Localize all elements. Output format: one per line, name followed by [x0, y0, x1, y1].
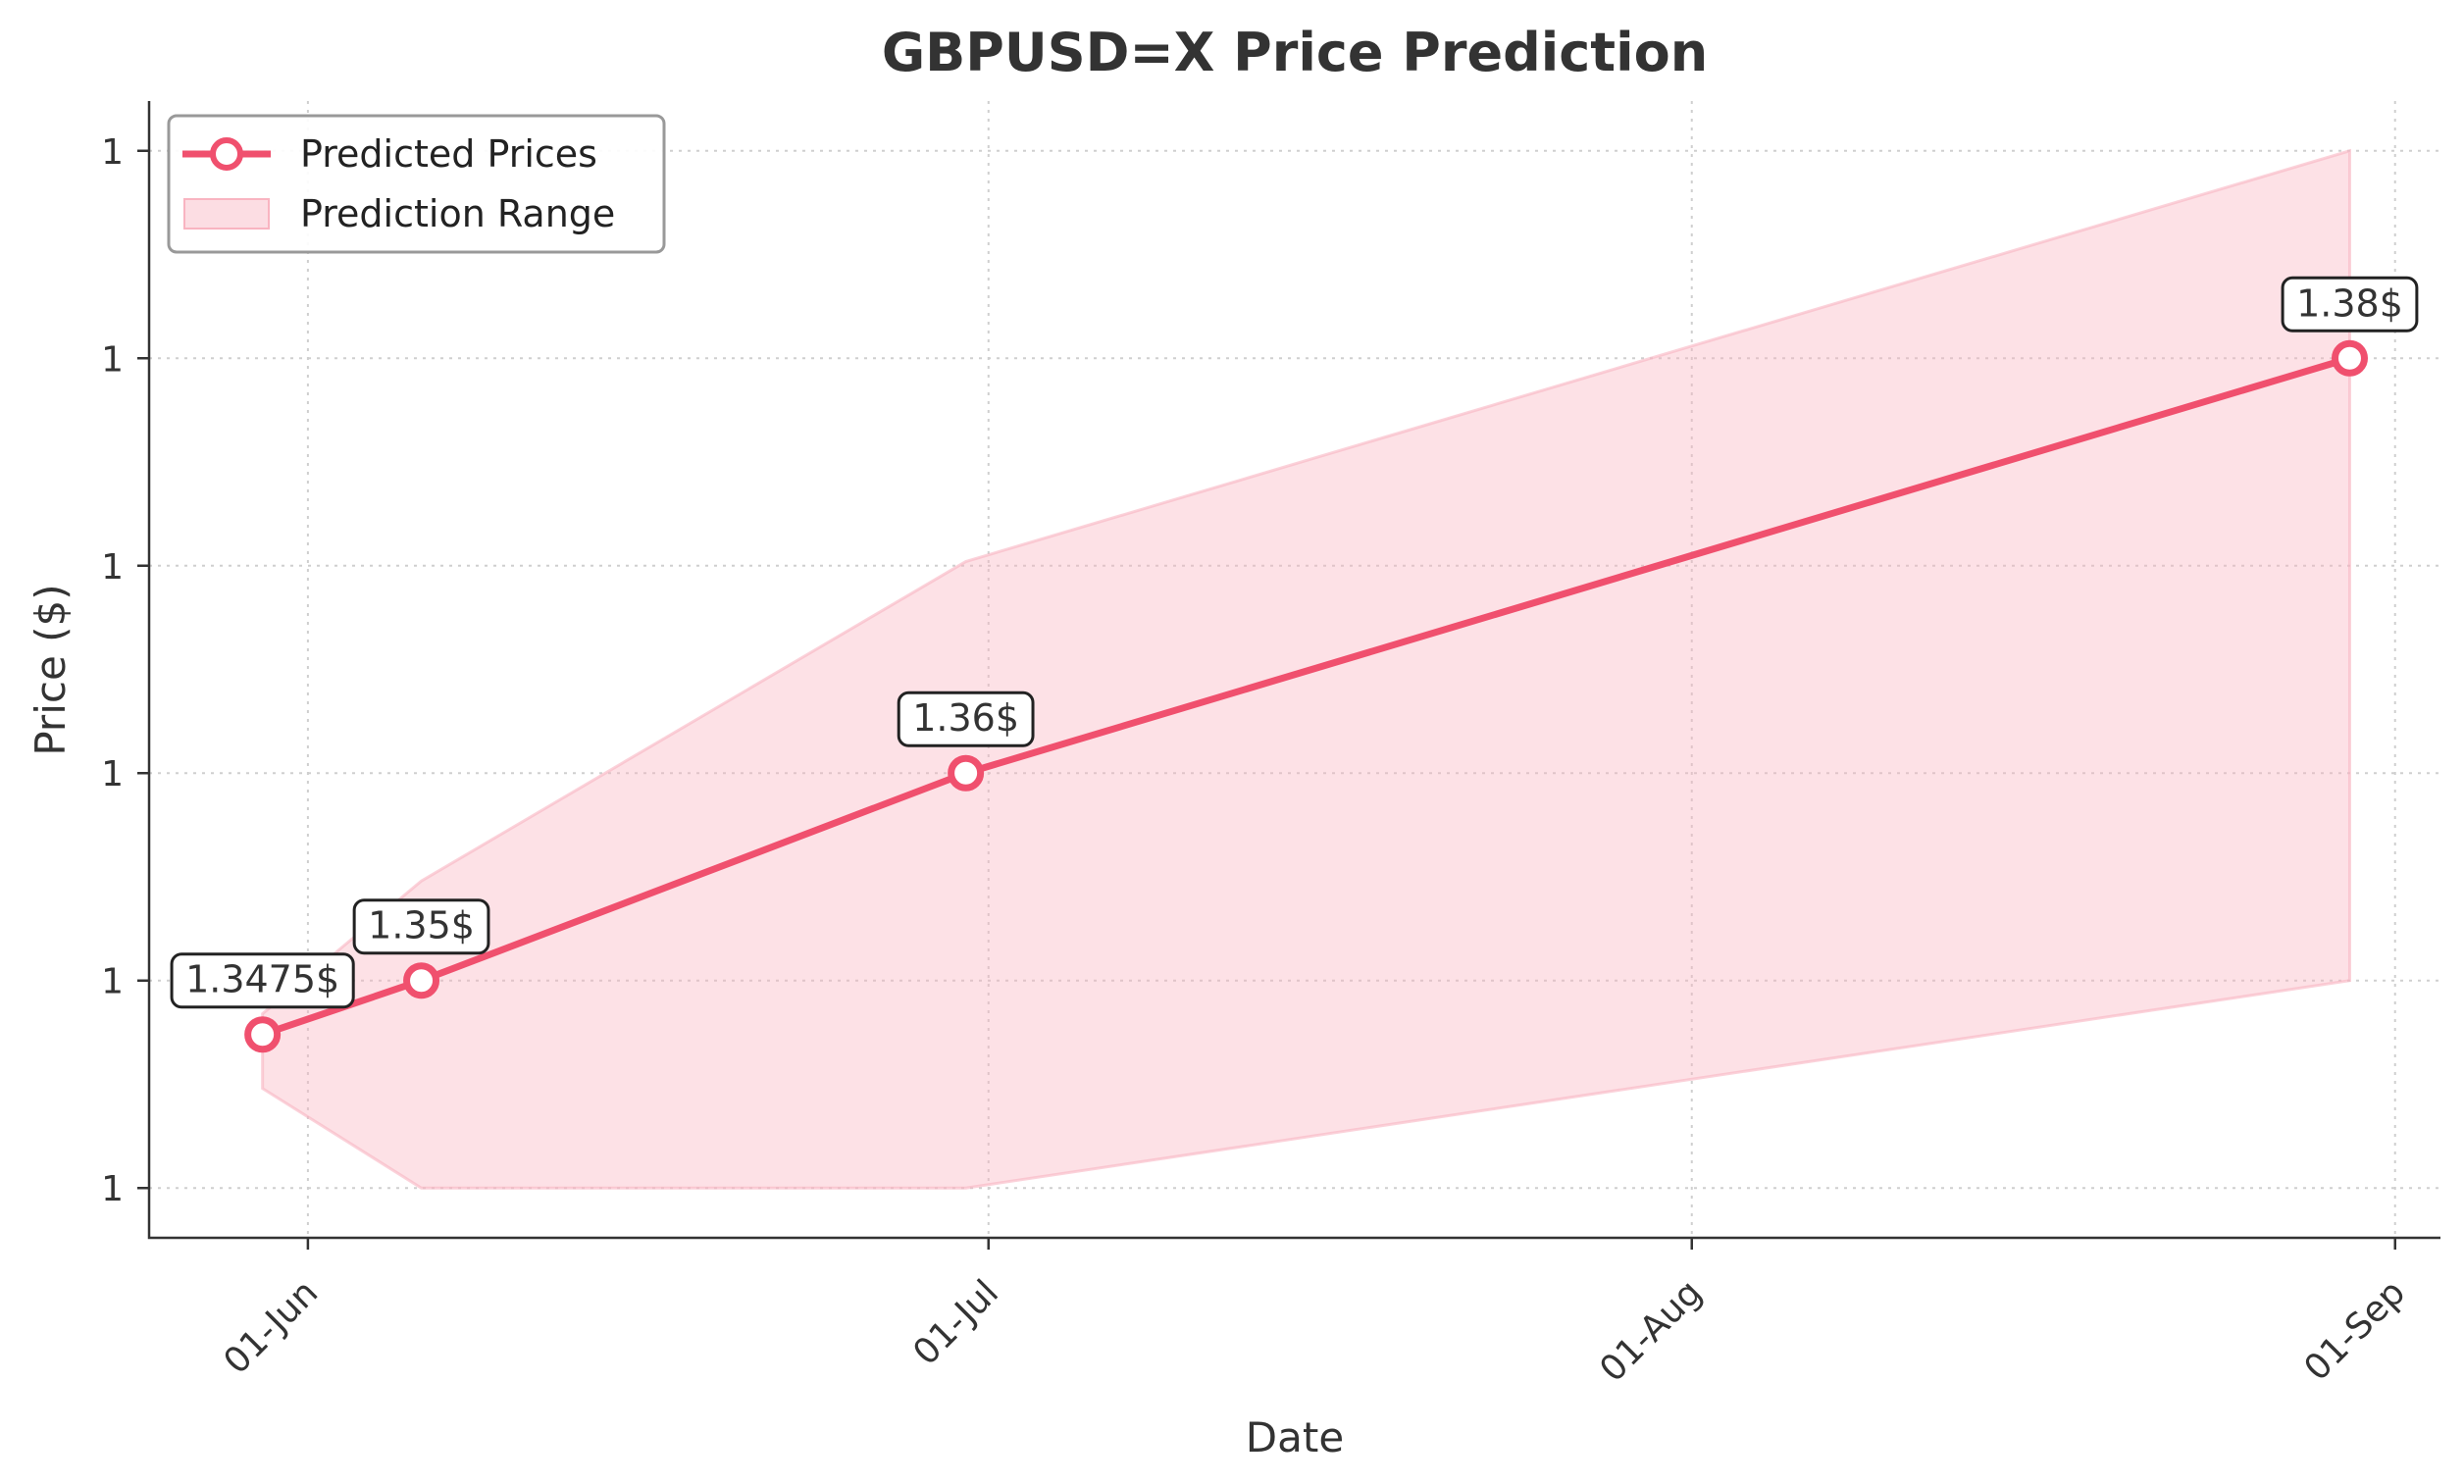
- legend: Predicted Prices Prediction Range: [167, 114, 666, 254]
- annotation-box: [897, 691, 1035, 747]
- legend-box: [167, 114, 666, 254]
- price-annotation: 1.35$: [352, 898, 490, 955]
- y-tick-label: 1: [101, 547, 124, 588]
- axis-spines: [147, 101, 2440, 1240]
- price-annotation: 1.38$: [2281, 276, 2419, 333]
- y-tick-label: 1: [101, 754, 124, 794]
- predicted-price-marker: [244, 1016, 282, 1053]
- price-annotation: 1.3475$: [170, 952, 355, 1009]
- predicted-markers-layer: [244, 339, 2368, 1053]
- predicted-price-marker: [2331, 339, 2368, 377]
- y-axis-ticks: 1 1 1 1 1 1: [101, 132, 149, 1209]
- y-axis-label: Price ($): [26, 584, 75, 755]
- x-axis-label: Date: [1246, 1413, 1344, 1461]
- legend-marker-swatch: [210, 137, 243, 171]
- price-annotation: 1.36$: [897, 691, 1035, 747]
- annotation-box: [352, 898, 490, 955]
- legend-area-swatch: [183, 198, 270, 230]
- legend-label-range: Prediction Range: [300, 192, 615, 235]
- annotation-label: 1.35$: [368, 904, 475, 947]
- annotation-box: [2281, 276, 2419, 333]
- y-tick-label: 1: [101, 962, 124, 1002]
- price-annotations-layer: 1.3475$ 1.35$ 1.36$ 1.38$: [170, 276, 2419, 1009]
- y-tick-label: 1: [101, 1169, 124, 1209]
- annotation-label: 1.38$: [2296, 281, 2403, 325]
- annotation-box: [170, 952, 355, 1009]
- y-tick-label: 1: [101, 132, 124, 173]
- legend-label-predicted: Predicted Prices: [300, 132, 597, 176]
- predicted-price-marker: [948, 754, 985, 792]
- predicted-price-marker: [403, 962, 440, 999]
- annotation-label: 1.36$: [912, 696, 1019, 740]
- y-tick-label: 1: [101, 339, 124, 380]
- annotation-label: 1.3475$: [185, 958, 339, 1001]
- chart-title: GBPUSD=X Price Prediction: [882, 22, 1708, 83]
